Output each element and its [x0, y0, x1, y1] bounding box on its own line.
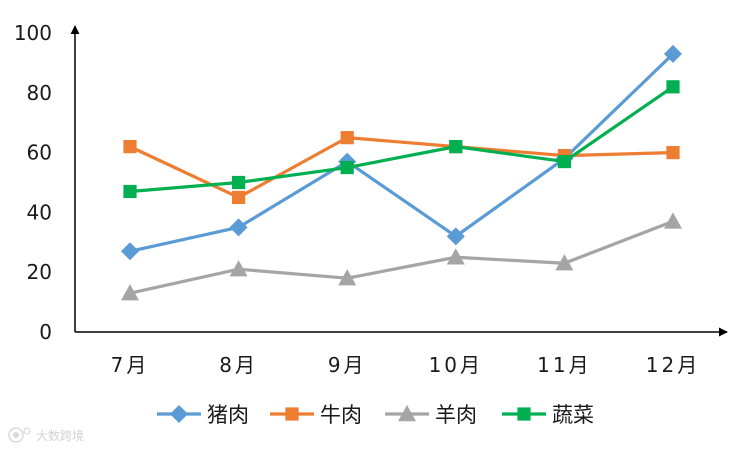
data-point-marker [232, 175, 246, 190]
y-tick-label: 80 [27, 81, 52, 105]
data-point-marker [121, 284, 139, 301]
y-tick-label: 20 [27, 260, 52, 284]
x-tick-label: 8月 [219, 353, 258, 377]
data-point-marker [123, 140, 137, 154]
y-tick-label: 0 [39, 320, 52, 344]
y-tick-labels: 0 20 40 60 80 100 [14, 21, 52, 344]
y-tick-label: 60 [27, 141, 52, 165]
data-point-marker [340, 160, 354, 175]
data-point-marker [446, 227, 465, 246]
data-point-marker [666, 146, 680, 160]
data-point-marker [229, 260, 248, 277]
legend-item: 牛肉 [270, 403, 362, 427]
data-point-marker [555, 254, 574, 271]
watermark: 大数跨境 [8, 427, 84, 443]
x-tick-label: 12月 [646, 353, 700, 377]
series-line [129, 52, 675, 253]
data-point-marker [340, 131, 354, 145]
x-tick-label: 10月 [429, 353, 483, 377]
legend-label: 牛肉 [320, 403, 362, 427]
data-point-marker [338, 269, 357, 286]
legend-label: 猪肉 [207, 403, 249, 427]
data-point-marker [517, 407, 531, 421]
data-point-marker [398, 405, 416, 422]
data-point-marker [232, 190, 246, 205]
series-triangle [121, 212, 682, 301]
x-tick-labels: 7月 8月 9月 10月 11月 12月 [111, 353, 700, 377]
x-tick-label: 7月 [111, 353, 150, 377]
data-point-marker [446, 248, 465, 265]
x-tick-label: 11月 [537, 353, 591, 377]
series-square [123, 80, 680, 199]
camera-logo-icon [8, 427, 31, 443]
data-point-marker [664, 44, 682, 63]
legend-item: 羊肉 [385, 403, 477, 427]
series-line [129, 219, 674, 295]
legend-item: 蔬菜 [502, 403, 594, 427]
y-tick-label: 40 [27, 200, 52, 224]
data-point-marker [123, 184, 137, 199]
axes [70, 25, 728, 337]
x-tick-label: 9月 [328, 353, 367, 377]
data-point-marker [229, 218, 248, 237]
data-point-marker [557, 154, 571, 169]
series-diamond [121, 44, 682, 261]
data-point-marker [666, 80, 680, 94]
data-point-marker [449, 140, 463, 154]
legend-item: 猪肉 [157, 403, 249, 427]
data-point-marker [170, 405, 188, 423]
data-point-marker [121, 242, 139, 261]
series-line [129, 85, 674, 194]
series-square [123, 131, 680, 205]
y-tick-label: 100 [14, 21, 52, 45]
legend: 猪肉 牛肉 羊肉 蔬菜 [157, 403, 594, 427]
legend-label: 蔬菜 [552, 403, 594, 427]
data-point-marker [285, 407, 299, 421]
series-group [121, 44, 682, 301]
series-line [129, 136, 674, 200]
watermark-text: 大数跨境 [36, 428, 84, 443]
legend-label: 羊肉 [435, 403, 477, 427]
data-point-marker [664, 212, 682, 229]
